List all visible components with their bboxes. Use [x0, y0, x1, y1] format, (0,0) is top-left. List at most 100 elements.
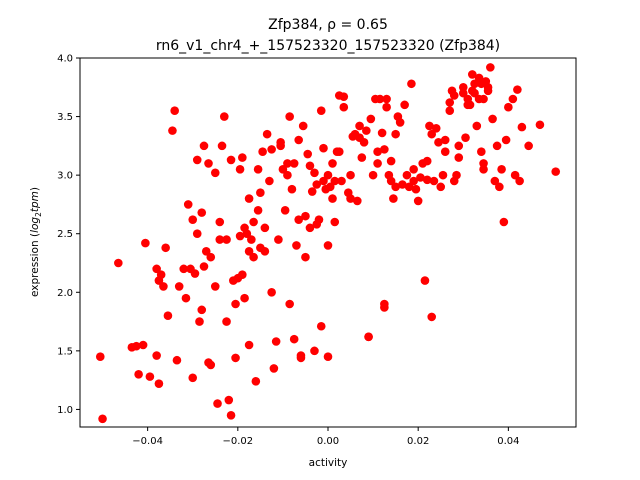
y-axis-label: expression (log2tpm) — [29, 187, 43, 297]
data-point-175 — [420, 276, 430, 285]
data-point-149 — [375, 94, 385, 104]
data-point-150 — [377, 128, 387, 138]
data-point-226 — [517, 122, 527, 132]
data-point-102 — [301, 252, 310, 262]
data-point-145 — [368, 170, 378, 180]
data-point-45 — [217, 141, 227, 151]
data-point-42 — [213, 399, 222, 408]
data-point-195 — [454, 141, 464, 151]
data-point-17 — [168, 126, 177, 135]
data-point-219 — [499, 217, 509, 227]
data-point-167 — [404, 182, 414, 192]
data-point-201 — [465, 100, 475, 110]
data-point-100 — [298, 121, 308, 131]
data-point-28 — [192, 229, 202, 239]
data-point-203 — [467, 70, 477, 79]
data-point-188 — [445, 106, 455, 116]
y-tick-label: 3.0 — [57, 171, 73, 182]
data-point-86 — [278, 164, 288, 174]
data-point-90 — [285, 112, 294, 121]
x-tick-label: −0.04 — [132, 436, 163, 447]
data-point-138 — [355, 121, 364, 131]
y-label-tpm: tpm — [29, 191, 41, 212]
data-point-232 — [479, 94, 488, 104]
data-point-49 — [224, 395, 234, 405]
data-point-118 — [323, 352, 333, 362]
data-point-213 — [486, 63, 495, 72]
data-point-7 — [141, 238, 150, 248]
data-point-15 — [161, 243, 170, 253]
data-point-26 — [188, 215, 198, 224]
data-point-215 — [490, 176, 500, 186]
data-point-229 — [551, 167, 561, 176]
data-point-6 — [138, 340, 148, 350]
data-point-129 — [339, 92, 349, 101]
data-point-109 — [312, 180, 322, 189]
data-point-104 — [305, 161, 315, 171]
data-point-218 — [497, 164, 506, 174]
data-point-106 — [307, 187, 317, 196]
data-point-185 — [438, 170, 448, 180]
data-point-171 — [411, 184, 421, 194]
data-point-67 — [249, 217, 258, 227]
data-point-99 — [296, 353, 306, 363]
data-point-78 — [265, 176, 274, 186]
data-point-216 — [492, 141, 502, 151]
y-label-log: log — [29, 217, 41, 233]
data-point-220 — [501, 135, 511, 145]
data-point-182 — [431, 123, 441, 133]
data-point-159 — [389, 194, 398, 203]
data-point-1 — [98, 414, 107, 424]
data-point-225 — [515, 176, 524, 186]
data-point-62 — [242, 229, 252, 239]
y-label-suffix: ) — [29, 187, 41, 191]
data-point-230 — [470, 79, 479, 89]
data-point-103 — [303, 149, 313, 159]
data-point-47 — [222, 317, 231, 326]
data-points — [95, 63, 561, 424]
y-tick-label: 2.0 — [57, 288, 73, 299]
data-point-91 — [285, 299, 294, 309]
data-point-0 — [95, 352, 105, 362]
data-point-181 — [429, 176, 439, 186]
data-point-128 — [337, 176, 346, 186]
data-point-233 — [483, 82, 493, 92]
data-point-70 — [253, 205, 263, 215]
data-point-141 — [362, 126, 371, 135]
data-point-217 — [495, 182, 504, 192]
data-point-11 — [152, 264, 161, 274]
data-point-73 — [256, 188, 265, 198]
data-point-63 — [244, 246, 254, 256]
data-point-186 — [440, 135, 450, 145]
data-point-35 — [201, 246, 211, 256]
x-tick-label: 0.00 — [317, 436, 339, 447]
data-point-50 — [226, 410, 236, 420]
data-point-96 — [294, 135, 303, 145]
data-point-158 — [386, 176, 396, 186]
data-point-177 — [422, 156, 432, 166]
data-point-222 — [508, 94, 518, 104]
data-point-178 — [425, 121, 434, 131]
data-point-114 — [319, 176, 328, 186]
data-point-119 — [323, 241, 333, 250]
data-point-48 — [222, 235, 231, 244]
data-point-189 — [445, 98, 455, 107]
data-point-71 — [253, 164, 263, 174]
data-point-127 — [334, 147, 344, 157]
y-tick-label: 2.5 — [57, 229, 73, 240]
data-point-133 — [346, 170, 355, 180]
data-point-107 — [310, 346, 319, 356]
data-point-173 — [416, 173, 425, 182]
data-point-85 — [276, 138, 285, 147]
x-axis: −0.04 −0.02 0.00 0.02 0.04 — [132, 427, 519, 447]
data-point-51 — [226, 155, 236, 165]
x-tick-label: −0.02 — [222, 436, 253, 447]
data-point-37 — [204, 159, 213, 168]
data-point-124 — [330, 217, 340, 227]
data-point-32 — [197, 305, 207, 315]
data-point-197 — [458, 82, 468, 92]
chart-subtitle: rn6_v1_chr4_+_157523320_157523320 (Zfp38… — [156, 38, 500, 54]
data-point-27 — [190, 269, 200, 278]
data-point-140 — [359, 138, 369, 147]
y-label-sub: 2 — [34, 212, 43, 217]
